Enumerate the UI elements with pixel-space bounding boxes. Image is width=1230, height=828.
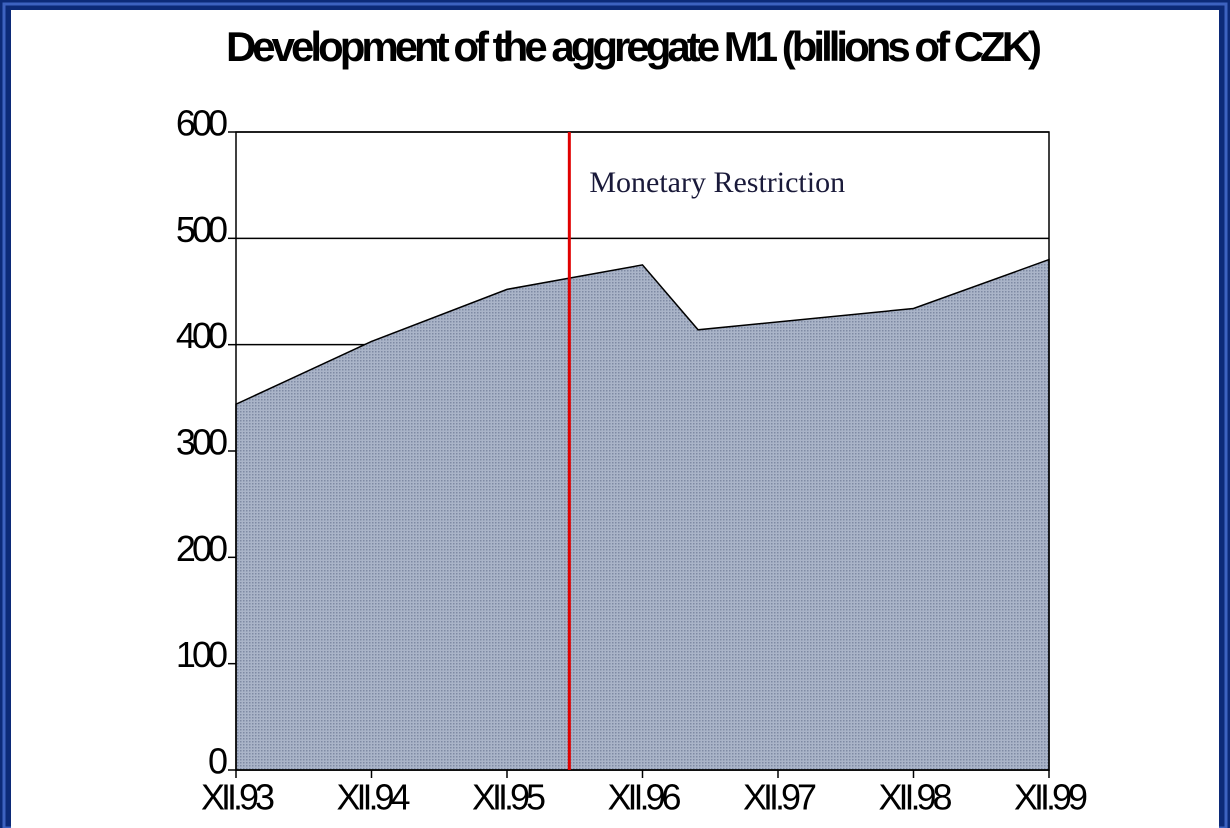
x-tick-label: XII.97 xyxy=(743,777,816,818)
x-tick-label: XII.95 xyxy=(472,777,545,818)
x-tick-label: XII.98 xyxy=(878,777,951,818)
x-tick-label: XII.94 xyxy=(336,777,409,818)
x-tick-label: XII.96 xyxy=(607,777,680,818)
annotation-text: Monetary Restriction xyxy=(589,166,845,199)
y-tick-label: 300 xyxy=(176,422,227,463)
y-tick-label: 600 xyxy=(176,103,227,144)
chart-title: Development of the aggregate M1 (billion… xyxy=(226,23,1040,70)
y-tick-label: 400 xyxy=(176,315,227,356)
x-tick-label: XII.93 xyxy=(201,777,274,818)
x-tick-label: XII.99 xyxy=(1014,777,1087,818)
y-tick-label: 500 xyxy=(176,209,227,250)
y-tick-label: 100 xyxy=(176,634,227,675)
y-tick-label: 200 xyxy=(176,528,227,569)
